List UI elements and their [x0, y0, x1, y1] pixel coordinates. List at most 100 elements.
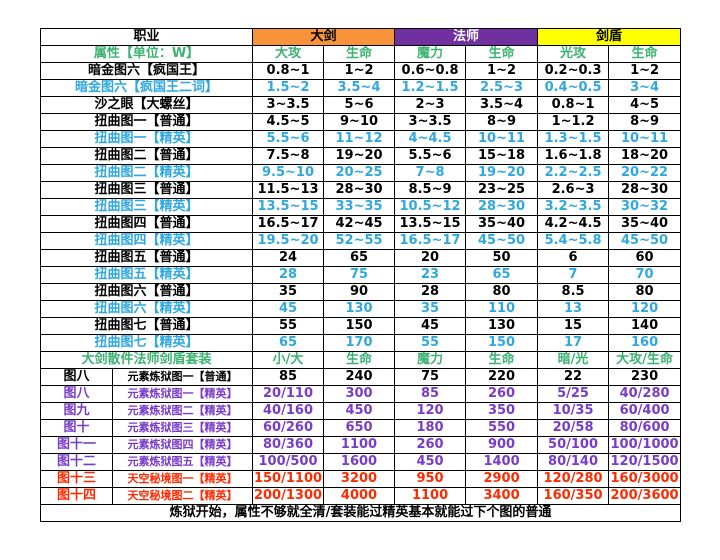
map-label: 图十三	[40, 470, 113, 488]
stat-value: 28~30	[323, 181, 396, 199]
stat-value: 22	[537, 368, 610, 386]
dungeon-stage-label: 天空秘境图二【精英】	[111, 487, 254, 505]
dungeon-stage-label: 元素炼狱图五【精英】	[111, 453, 254, 471]
stat-value: 10~11	[608, 130, 682, 148]
dungeon-stage-label: 元素炼狱图四【精英】	[111, 436, 254, 454]
table-row: 图八 元素炼狱图一【普通】 85 240 75 220 22 230	[40, 368, 682, 386]
stat-value: 6	[537, 249, 610, 267]
stat-value: 240	[323, 368, 396, 386]
stat-value: 35~40	[465, 215, 539, 233]
stat-value: 300	[323, 385, 396, 403]
table-row: 扭曲图二【精英】 9.5~10 20~25 7~8 19~20 2.2~2.5 20~22	[39, 164, 682, 182]
table-row: 沙之眼【大螺丝】 3~3.5 5~6 2~3 3.5~4 0.8~1 4~5	[39, 96, 682, 114]
stat-value: 4000	[323, 487, 396, 505]
stat-value: 45~50	[608, 232, 682, 250]
stat-value: 1.2~1.5	[394, 79, 467, 97]
stage-label: 扭曲图五【普通】	[39, 249, 254, 267]
stat-value: 1~2	[465, 62, 539, 80]
stat-value: 180	[394, 419, 467, 437]
gear-header-row: 大剑散件法师剑盾套装 小/大 生命 魔力 生命 暗/光 大攻/生命	[39, 351, 682, 369]
stat-value: 55	[252, 317, 325, 335]
stat-value: 90	[323, 283, 396, 301]
table-row: 扭曲图五【精英】 28 75 23 65 7 70	[39, 266, 682, 284]
dungeon-stage-label: 元素炼狱图一【普通】	[111, 368, 254, 386]
stat-value: 200/3600	[608, 487, 682, 505]
stat-value: 35	[252, 283, 325, 301]
stat-value: 0.4~0.5	[537, 79, 610, 97]
stat-value: 100/1000	[608, 436, 682, 454]
stat-value: 8~9	[608, 113, 682, 131]
stage-label: 扭曲图一【精英】	[39, 130, 254, 148]
stat-value: 1.6~1.8	[537, 147, 610, 165]
gear-column-header: 暗/光	[537, 351, 610, 369]
table-row: 扭曲图四【普通】 16.5~17 42~45 13.5~15 35~40 4.2~4.5 3…	[39, 215, 682, 233]
stat-value: 170	[323, 334, 396, 352]
stat-value: 120/280	[537, 470, 610, 488]
stage-label: 扭曲图五【精英】	[39, 266, 254, 284]
stat-value: 65	[323, 249, 396, 267]
stage-label: 扭曲图三【精英】	[39, 198, 254, 216]
table-row: 图八 元素炼狱图一【精英】 20/110 300 85 260 5/25 40/280	[40, 385, 682, 403]
stage-label: 暗金图六【疯国王】	[39, 62, 254, 80]
stat-value: 650	[323, 419, 396, 437]
stat-value: 45	[394, 317, 467, 335]
attribute-column-header: 生命	[608, 45, 682, 63]
stat-value: 950	[394, 470, 467, 488]
stat-value: 4.5~5	[252, 113, 325, 131]
stat-value: 230	[608, 368, 682, 386]
stat-value: 450	[323, 402, 396, 420]
stat-value: 100/500	[252, 453, 325, 471]
stat-value: 13	[537, 300, 610, 318]
gear-column-header: 小/大	[252, 351, 325, 369]
stat-value: 45	[252, 300, 325, 318]
attribute-label: 属性【单位：W】	[39, 45, 254, 63]
stat-value: 130	[323, 300, 396, 318]
table-row: 图十一 元素炼狱图四【精英】 80/360 1100 260 900 50/100 100/1…	[40, 436, 682, 454]
stat-value: 9.5~10	[252, 164, 325, 182]
stat-value: 42~45	[323, 215, 396, 233]
stat-value: 150	[323, 317, 396, 335]
table-row: 扭曲图一【普通】 4.5~5 9~10 3~3.5 8~9 1~1.2 8~9	[39, 113, 682, 131]
stat-value: 4~5	[608, 96, 682, 114]
stat-value: 900	[465, 436, 539, 454]
gear-column-header: 大攻/生命	[608, 351, 682, 369]
stat-value: 35~40	[608, 215, 682, 233]
stat-value: 4.2~4.5	[537, 215, 610, 233]
stat-value: 3~4	[608, 79, 682, 97]
table-row: 图十 元素炼狱图三【精英】 60/260 650 180 550 20/58 80/600	[40, 419, 682, 437]
attribute-header-row: 属性【单位：W】 大攻 生命 魔力 生命 光攻 生命	[39, 45, 682, 63]
stat-value: 65	[465, 266, 539, 284]
stat-value: 1.5~2	[252, 79, 325, 97]
dungeon-stage-label: 元素炼狱图二【精英】	[111, 402, 254, 420]
stat-value: 550	[465, 419, 539, 437]
dungeon-stage-label: 元素炼狱图三【精英】	[111, 419, 254, 437]
stat-value: 17	[537, 334, 610, 352]
table-row: 扭曲图二【普通】 7.5~8 19~20 5.5~6 15~18 1.6~1.8 18~20	[39, 147, 682, 165]
job-header: 职业	[39, 28, 254, 46]
stat-value: 23~25	[465, 181, 539, 199]
stat-value: 52~55	[323, 232, 396, 250]
stat-value: 2.6~3	[537, 181, 610, 199]
stat-value: 9~10	[323, 113, 396, 131]
table-row: 图十四 天空秘境图二【精英】 200/1300 4000 1100 3400 160/350…	[40, 487, 682, 505]
stat-value: 16.5~17	[394, 232, 467, 250]
stat-value: 130	[465, 317, 539, 335]
stat-value: 15	[537, 317, 610, 335]
stat-value: 5.4~5.8	[537, 232, 610, 250]
table-row: 图十三 天空秘境图一【精英】 150/1100 3200 950 2900 120/280 1…	[40, 470, 682, 488]
stat-value: 5.5~6	[394, 147, 467, 165]
map-label: 图九	[40, 402, 113, 420]
class-header-row: 职业 大剑 法师 剑盾	[39, 28, 682, 46]
stat-value: 140	[608, 317, 682, 335]
stat-value: 80/600	[608, 419, 682, 437]
stat-value: 1100	[394, 487, 467, 505]
footer-note: 炼狱开始，属性不够就全清/套装能过精英基本就能过下个图的普通	[39, 504, 682, 522]
stat-value: 1~1.2	[537, 113, 610, 131]
stat-value: 10/35	[537, 402, 610, 420]
stat-value: 50	[465, 249, 539, 267]
stat-value: 85	[252, 368, 325, 386]
stage-label: 扭曲图二【普通】	[39, 147, 254, 165]
stat-value: 1100	[323, 436, 396, 454]
stat-value: 70	[608, 266, 682, 284]
stage-label: 暗金图六【疯国王二词】	[39, 79, 254, 97]
